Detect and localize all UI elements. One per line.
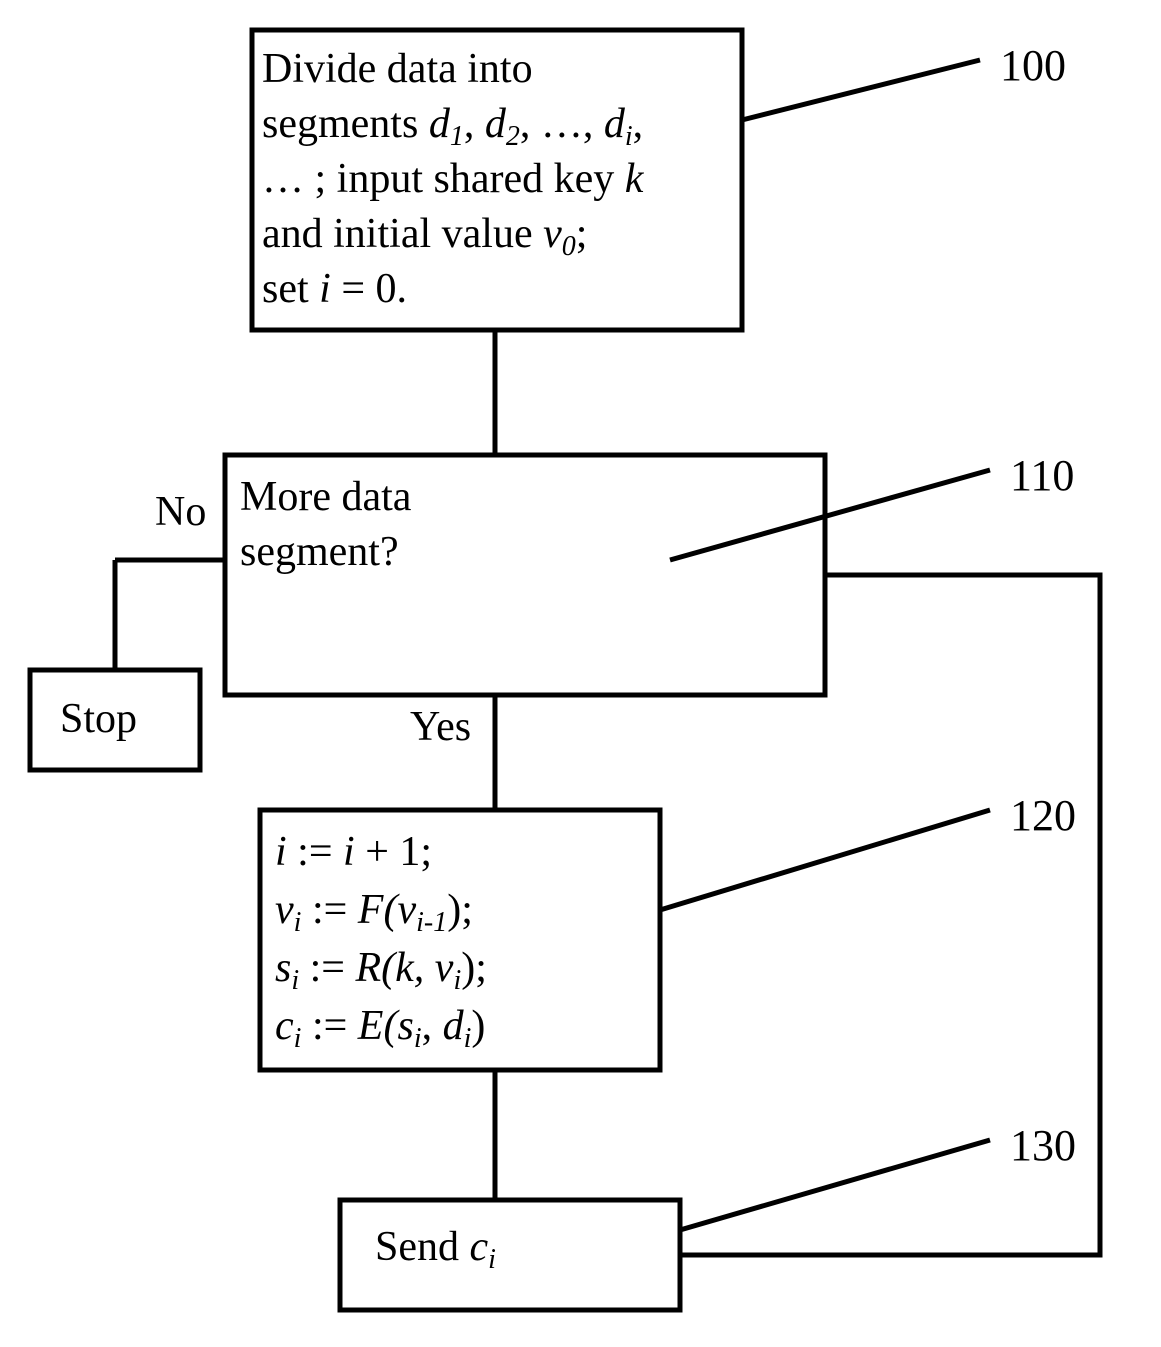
process-line4: ci := E(si, di) [275,1003,485,1054]
stop-label: Stop [60,696,137,742]
send-label: Send ci [375,1224,496,1275]
ref-r130: 130 [1010,1121,1076,1170]
init-line5: set i = 0. [262,266,407,312]
leader-l120 [660,810,990,910]
decision-line2: segment? [240,529,399,575]
leader-l130 [680,1140,990,1230]
ref-r100: 100 [1000,41,1066,90]
decision-line1: More data [240,474,412,520]
init-line4: and initial value v0; [262,211,587,262]
init-line1: Divide data into [262,46,533,92]
label-no: No [155,489,206,535]
process-line1: i := i + 1; [275,829,432,875]
ref-r110: 110 [1010,451,1074,500]
label-yes: Yes [410,704,471,750]
ref-r120: 120 [1010,791,1076,840]
init-line3: … ; input shared key k [262,156,645,202]
leader-l100 [742,60,980,120]
